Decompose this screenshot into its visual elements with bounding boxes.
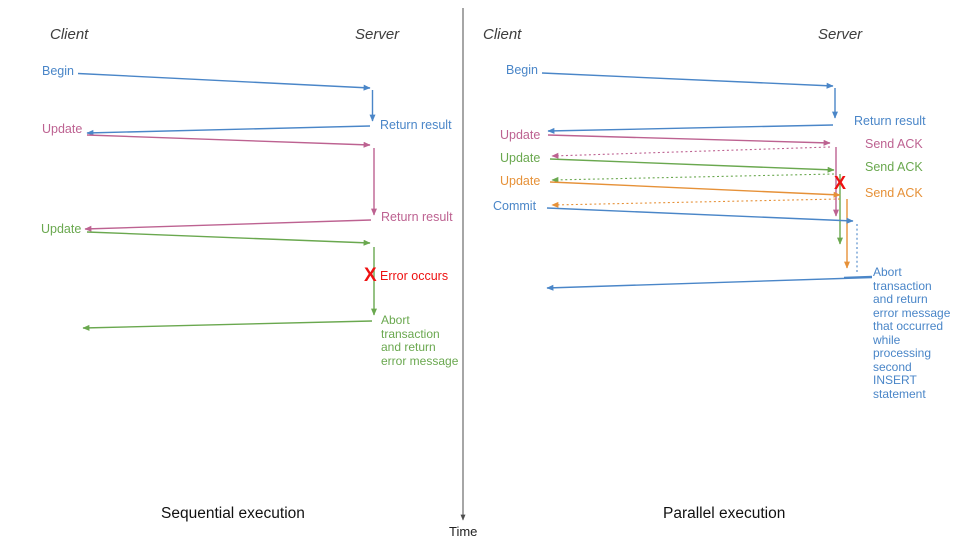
return-result-arrow-2 — [84, 219, 372, 232]
send-ack-arrow-3 — [551, 198, 841, 208]
update-label-1: Update — [500, 128, 541, 142]
abort-return-arrow — [82, 320, 373, 331]
begin-request-arrow — [77, 72, 371, 91]
send-ack-arrow-2 — [551, 173, 835, 183]
send-ack-label-1: Send ACK — [865, 137, 923, 151]
begin-label: Begin — [506, 63, 538, 77]
abort-message-label: Abort transaction and return error messa… — [381, 313, 459, 368]
update-request-arrow-3 — [549, 181, 841, 198]
abort-message-label: Abort transaction and return error messa… — [873, 265, 951, 401]
right-diagram-arrows — [541, 72, 873, 291]
send-ack-label-3: Send ACK — [865, 186, 923, 200]
update-label-2: Update — [500, 151, 541, 165]
server-header: Server — [818, 26, 863, 43]
abort-return-arrow — [546, 276, 873, 291]
return-result-arrow-1 — [86, 125, 371, 136]
update-request-arrow-2 — [549, 158, 835, 173]
update-label-2: Update — [41, 222, 82, 236]
server-header: Server — [355, 26, 400, 43]
abort-ledge-line — [843, 275, 873, 279]
error-occurs-label: Error occurs — [380, 269, 449, 283]
begin-request-arrow — [541, 72, 834, 89]
commit-request-arrow — [546, 207, 854, 224]
update-label-1: Update — [42, 122, 83, 136]
update-request-arrow-1 — [547, 134, 831, 146]
time-axis-label: Time — [449, 524, 478, 539]
update-request-arrow-1 — [86, 134, 371, 148]
client-header: Client — [50, 26, 89, 43]
return-result-label-2: Return result — [381, 210, 453, 224]
left-caption: Sequential execution — [161, 505, 305, 522]
right-caption: Parallel execution — [663, 505, 786, 522]
update-label-3: Update — [500, 174, 541, 188]
send-ack-arrow-1 — [551, 146, 831, 159]
begin-label: Begin — [42, 64, 74, 78]
send-ack-label-2: Send ACK — [865, 160, 923, 174]
client-header: Client — [483, 26, 522, 43]
error-x-icon: X — [364, 265, 377, 286]
return-result-label-1: Return result — [380, 118, 452, 132]
error-x-icon: X — [834, 173, 847, 193]
left-diagram-arrows — [77, 72, 377, 331]
return-result-label: Return result — [854, 114, 926, 128]
update-request-arrow-2 — [86, 231, 371, 246]
return-result-arrow — [547, 124, 834, 134]
commit-label: Commit — [493, 199, 537, 213]
